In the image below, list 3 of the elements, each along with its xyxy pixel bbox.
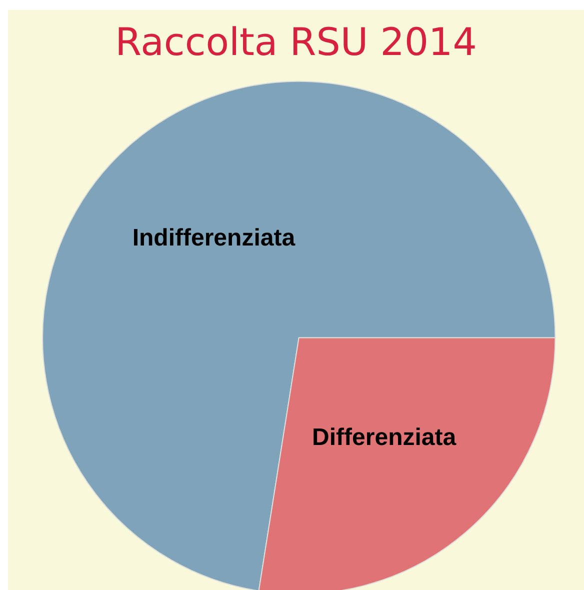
slice-label: Indifferenziata	[132, 224, 296, 252]
slice-label: Differenziata	[312, 424, 457, 451]
chart-title: Raccolta RSU 2014	[115, 20, 477, 64]
